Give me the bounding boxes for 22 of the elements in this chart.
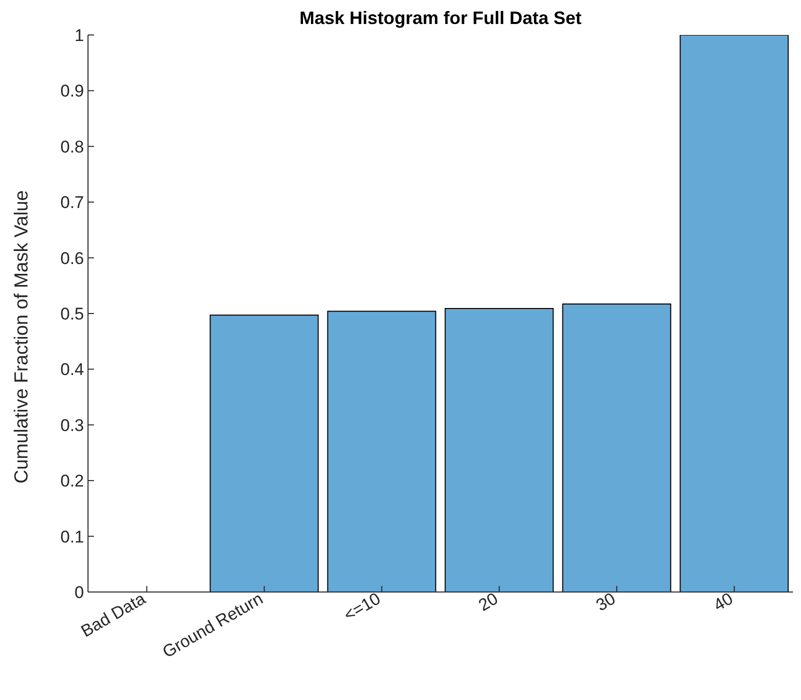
bar: [327, 310, 436, 592]
x-tick-label: 20: [475, 589, 502, 615]
y-tick-label: 0.4: [60, 360, 84, 380]
bar: [210, 314, 319, 592]
y-tick-label: 0.1: [60, 527, 84, 546]
y-tick-label: 0.5: [60, 304, 84, 324]
y-axis-title: Cumulative Fraction of Mask Value: [12, 190, 33, 484]
bar: [562, 304, 672, 592]
x-tick-label: 30: [592, 589, 619, 615]
y-tick-label: 0.7: [60, 193, 84, 212]
y-tick-label: 1: [74, 26, 84, 46]
bar: [680, 35, 789, 592]
y-tick-label: 0.8: [60, 137, 84, 156]
y-tick-label: 0.3: [60, 416, 84, 435]
y-tick-label: 0.6: [60, 248, 84, 268]
x-tick-label: 40: [710, 589, 736, 615]
bar: [444, 308, 554, 592]
chart-title: Mask Histogram for Full Data Set: [298, 8, 583, 29]
x-tick-label: <=10: [340, 589, 384, 625]
y-tick-label: 0: [74, 583, 84, 602]
y-tick-label: 0.9: [60, 82, 84, 101]
y-tick-label: 0.2: [60, 472, 84, 491]
